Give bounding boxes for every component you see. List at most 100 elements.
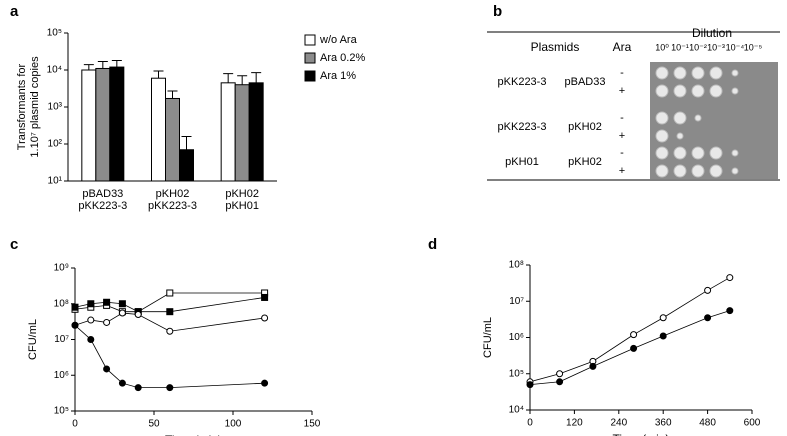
marker [261, 314, 269, 322]
marker [118, 379, 126, 387]
marker [166, 384, 174, 392]
legend-swatch [304, 52, 316, 64]
bar [81, 69, 97, 182]
dilution-label: 10⁻¹ [671, 42, 689, 52]
marker [71, 321, 79, 329]
y-axis-label: CFU/mL [27, 319, 39, 360]
marker [261, 293, 269, 301]
bar [95, 67, 111, 182]
bar [234, 84, 250, 182]
colony-spot [691, 164, 705, 178]
colony-spot [691, 66, 705, 80]
marker [261, 379, 269, 387]
y-tick-label: 10⁵ [54, 406, 69, 417]
x-tick-label: 240 [610, 418, 627, 429]
ara-sign: - [620, 112, 624, 124]
marker [556, 370, 564, 378]
error-bar [251, 72, 262, 83]
error-bar [223, 73, 234, 83]
bar [220, 82, 236, 182]
bar [165, 97, 180, 182]
y-tick-label: 10⁷ [54, 334, 69, 345]
error-bar [83, 64, 94, 70]
bar [179, 149, 194, 182]
error-bar [153, 70, 164, 79]
x-tick-label: 150 [304, 419, 321, 430]
error-bar [181, 135, 192, 150]
legend-swatch [304, 70, 316, 82]
x-axis-label: Time (min) [613, 432, 670, 436]
marker [166, 289, 174, 297]
plasmid: pKK223-3 [498, 76, 547, 88]
marker [726, 274, 734, 282]
colony-spot [709, 164, 723, 178]
panel-label: d [428, 236, 437, 253]
colony-spot [731, 167, 739, 175]
y-axis-label: CFU/mL [482, 317, 494, 358]
dilution-label: 10⁻⁴ [726, 42, 745, 52]
y-tick-label: 10² [48, 139, 63, 150]
marker [526, 381, 534, 389]
x-tick-label: 360 [655, 418, 672, 429]
ara-sign: + [619, 130, 625, 142]
legend-label: w/o Ara [319, 34, 358, 46]
colony-spot [673, 66, 687, 80]
colony-spot [676, 132, 684, 140]
colony-spot [731, 149, 739, 157]
marker [726, 307, 734, 315]
y-tick-label: 10⁶ [54, 370, 69, 381]
ara-sign: - [620, 67, 624, 79]
plasmid: pKK223-3 [498, 121, 547, 133]
x-axis-label: Time (min) [165, 433, 222, 436]
error-bar [97, 60, 108, 69]
colony-spot [673, 84, 687, 98]
marker [87, 316, 95, 324]
colony-spot [655, 164, 669, 178]
plasmid: pKH02 [568, 121, 602, 133]
ara-sign: + [619, 165, 625, 177]
colony-spot [731, 69, 739, 77]
colony-spot [709, 146, 723, 160]
plasmid: pKH02 [568, 156, 602, 168]
y-tick-label: 10⁸ [509, 260, 524, 271]
colony-spot [691, 84, 705, 98]
x-tick-label: pKK223-3 [148, 200, 197, 212]
y-tick-label: 10⁵ [47, 28, 62, 39]
colony-spot [673, 164, 687, 178]
marker [134, 311, 142, 319]
marker [103, 318, 111, 326]
y-tick-label: 10¹ [48, 176, 63, 187]
y-tick-label: 10⁴ [47, 65, 62, 76]
x-tick-label: 600 [744, 418, 761, 429]
ara-sign: + [619, 85, 625, 97]
error-bar [237, 75, 248, 85]
plasmid: pKH01 [505, 156, 539, 168]
panel-label: c [10, 236, 18, 253]
y-axis-label: Transformants for [16, 63, 28, 150]
legend-label: Ara 1% [320, 70, 356, 82]
y-tick-label: 10⁵ [509, 368, 524, 379]
colony-spot [709, 66, 723, 80]
y-tick-label: 10⁶ [509, 332, 524, 343]
colony-spot [694, 114, 702, 122]
x-tick-label: 50 [148, 419, 160, 430]
marker [166, 308, 174, 316]
x-tick-label: 100 [225, 419, 242, 430]
marker [704, 314, 712, 322]
y-tick-label: 10⁴ [509, 405, 524, 416]
colony-spot [691, 146, 705, 160]
marker [556, 378, 564, 386]
marker [103, 365, 111, 373]
series-line [529, 277, 730, 383]
bar [109, 66, 125, 182]
marker [589, 362, 597, 370]
dilution-label: 10⁻⁵ [744, 42, 763, 52]
x-tick-label: 0 [527, 418, 533, 429]
marker [71, 303, 79, 311]
y-tick-label: 10⁷ [509, 296, 524, 307]
dilution-label: 10⁻³ [707, 42, 725, 52]
marker [630, 331, 638, 339]
x-tick-label: 480 [699, 418, 716, 429]
legend-label: Ara 0.2% [320, 52, 365, 64]
